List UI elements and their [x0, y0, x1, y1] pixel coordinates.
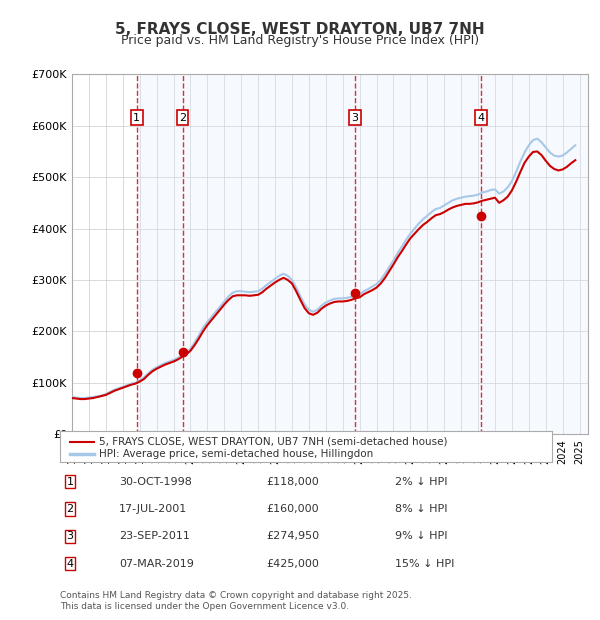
- Text: 5, FRAYS CLOSE, WEST DRAYTON, UB7 7NH (semi-detached house): 5, FRAYS CLOSE, WEST DRAYTON, UB7 7NH (s…: [100, 436, 448, 447]
- Bar: [355, 74, 481, 434]
- Text: £425,000: £425,000: [266, 559, 320, 569]
- Text: 2: 2: [179, 113, 186, 123]
- Text: £274,950: £274,950: [266, 531, 320, 541]
- Text: £118,000: £118,000: [266, 477, 319, 487]
- Text: 07-MAR-2019: 07-MAR-2019: [119, 559, 194, 569]
- Text: 2% ↓ HPI: 2% ↓ HPI: [395, 477, 447, 487]
- Text: 9% ↓ HPI: 9% ↓ HPI: [395, 531, 447, 541]
- Bar: [137, 74, 182, 434]
- Text: £160,000: £160,000: [266, 504, 319, 514]
- Text: 3: 3: [67, 531, 73, 541]
- Text: 4: 4: [478, 113, 485, 123]
- Text: 5, FRAYS CLOSE, WEST DRAYTON, UB7 7NH: 5, FRAYS CLOSE, WEST DRAYTON, UB7 7NH: [115, 22, 485, 37]
- Bar: [481, 74, 588, 434]
- Text: 15% ↓ HPI: 15% ↓ HPI: [395, 559, 454, 569]
- Text: 30-OCT-1998: 30-OCT-1998: [119, 477, 192, 487]
- Text: Contains HM Land Registry data © Crown copyright and database right 2025.
This d: Contains HM Land Registry data © Crown c…: [60, 591, 412, 611]
- Bar: [182, 74, 355, 434]
- Text: 2: 2: [66, 504, 73, 514]
- Text: 17-JUL-2001: 17-JUL-2001: [119, 504, 187, 514]
- Text: 8% ↓ HPI: 8% ↓ HPI: [395, 504, 447, 514]
- Text: 3: 3: [352, 113, 358, 123]
- Text: HPI: Average price, semi-detached house, Hillingdon: HPI: Average price, semi-detached house,…: [100, 449, 374, 459]
- Text: 4: 4: [66, 559, 73, 569]
- Text: 23-SEP-2011: 23-SEP-2011: [119, 531, 190, 541]
- Text: 1: 1: [133, 113, 140, 123]
- Text: 1: 1: [67, 477, 73, 487]
- Text: Price paid vs. HM Land Registry's House Price Index (HPI): Price paid vs. HM Land Registry's House …: [121, 34, 479, 47]
